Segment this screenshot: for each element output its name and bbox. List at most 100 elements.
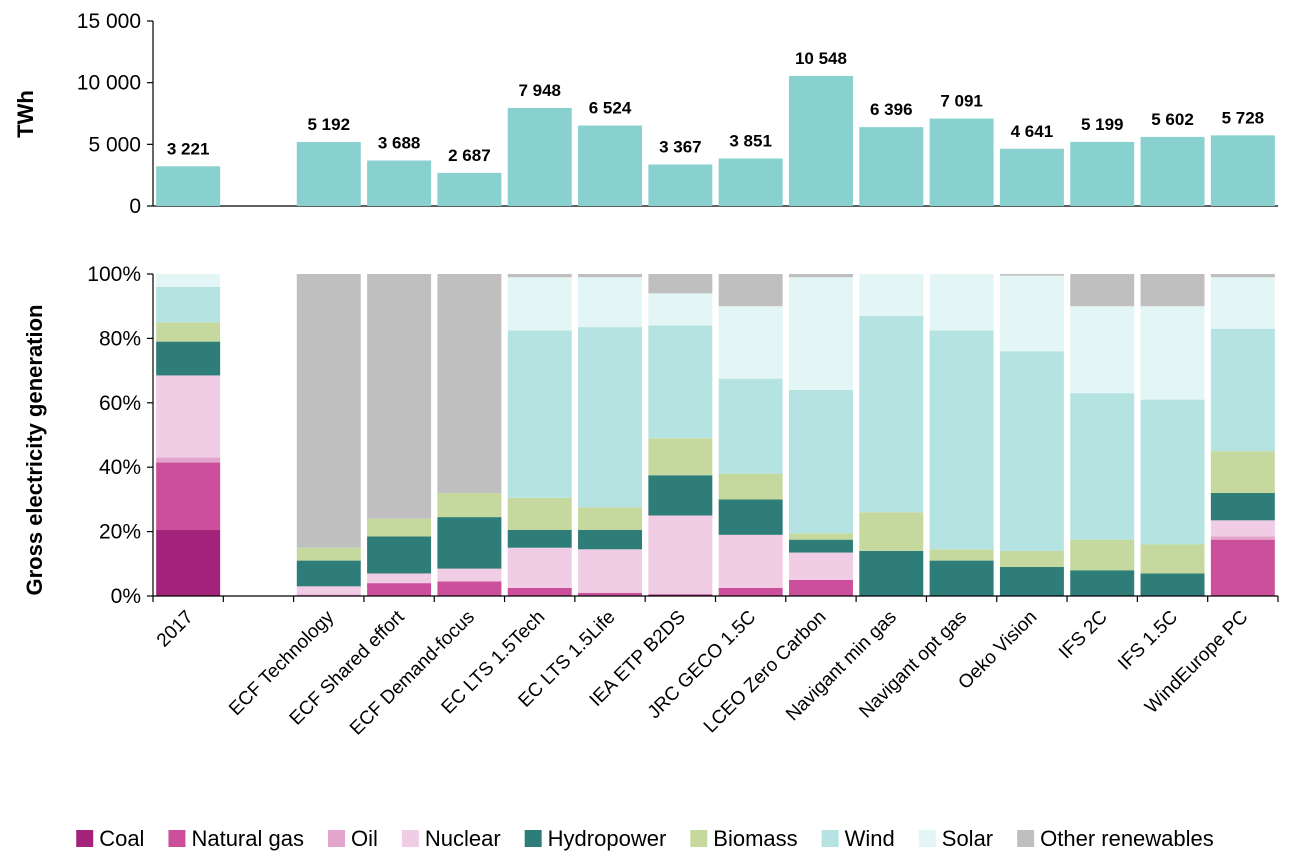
category-label: IFS 1.5C xyxy=(1114,607,1182,675)
total-bar xyxy=(1140,136,1205,206)
legend-label: Coal xyxy=(99,826,144,851)
total-data-label: 2 687 xyxy=(448,146,491,165)
stack-segment-nuclear xyxy=(788,552,853,580)
category-label: IFS 2C xyxy=(1055,607,1112,664)
stack-segment-biomass xyxy=(859,512,924,551)
legend-label: Hydropower xyxy=(548,826,667,851)
total-data-label: 10 548 xyxy=(795,49,847,68)
stack-segment-biomass xyxy=(999,550,1064,568)
stack-segment-wind xyxy=(929,330,994,550)
total-bar xyxy=(788,75,853,207)
legend-label: Other renewables xyxy=(1040,826,1214,851)
stack-segment-other-renewables xyxy=(999,274,1064,276)
stack-segment-nuclear xyxy=(1210,520,1275,537)
stack-segment-natural-gas xyxy=(507,587,572,596)
stack-segment-solar xyxy=(859,274,924,316)
stack-segment-hydropower xyxy=(437,517,502,569)
total-data-label: 4 641 xyxy=(1011,122,1054,141)
bottom-y-tick-label: 20% xyxy=(99,521,141,544)
total-data-label: 6 524 xyxy=(589,99,632,118)
stack-segment-wind xyxy=(1070,393,1135,540)
stack-segment-biomass xyxy=(788,533,853,540)
stack-segment-wind xyxy=(507,330,572,498)
stack-segment-biomass xyxy=(437,492,502,518)
legend-label: Nuclear xyxy=(425,826,501,851)
total-data-label: 5 728 xyxy=(1222,108,1265,127)
legend-swatch xyxy=(821,830,839,847)
stack-segment-oil xyxy=(156,457,221,463)
stack-segment-solar xyxy=(718,306,783,379)
stack-segment-wind xyxy=(648,325,713,439)
total-data-label: 3 851 xyxy=(729,132,772,151)
stack-segment-oil xyxy=(1210,536,1275,540)
stack-segment-other-renewables xyxy=(648,274,713,294)
stack-segment-solar xyxy=(788,277,853,390)
legend-label: Wind xyxy=(845,826,895,851)
stack-segment-wind xyxy=(859,315,924,513)
stack-segment-solar xyxy=(1210,277,1275,329)
stack-segment-oil xyxy=(296,594,361,596)
stack-segment-natural-gas xyxy=(1210,539,1275,596)
stack-segment-solar xyxy=(578,277,643,328)
stack-segment-solar xyxy=(1140,306,1205,400)
category-label: LCEO Zero Carbon xyxy=(700,607,831,738)
legend-swatch xyxy=(76,830,94,847)
stack-segment-natural-gas xyxy=(367,583,432,596)
total-data-label: 7 948 xyxy=(518,81,561,100)
legend: Coal Natural gas Oil Nuclear Hydropower Bioma… xyxy=(76,826,1214,851)
category-label: 2017 xyxy=(153,607,198,652)
stack-segment-natural-gas xyxy=(718,587,783,596)
stack-segment-biomass xyxy=(1210,451,1275,493)
stack-segment-nuclear xyxy=(437,568,502,582)
legend-label: Natural gas xyxy=(191,826,304,851)
stack-segment-other-renewables xyxy=(1070,274,1135,307)
stack-segment-biomass xyxy=(1140,544,1205,574)
legend-label: Oil xyxy=(351,826,378,851)
top-y-tick-label: 10 000 xyxy=(77,72,141,95)
stack-segment-wind xyxy=(999,351,1064,551)
total-bar xyxy=(1210,135,1275,206)
total-data-label: 6 396 xyxy=(870,100,913,119)
stack-segment-hydropower xyxy=(507,529,572,548)
stack-segment-wind xyxy=(788,389,853,534)
legend-swatch xyxy=(524,830,542,847)
category-label: ECF Demand-focus xyxy=(346,607,479,740)
stack-segment-other-renewables xyxy=(1140,274,1205,307)
total-bar xyxy=(437,172,502,206)
legend-swatch xyxy=(918,830,936,847)
stack-segment-nuclear xyxy=(648,515,713,595)
stack-segment-hydropower xyxy=(1210,492,1275,521)
total-bar xyxy=(859,127,924,206)
total-bar xyxy=(367,160,432,206)
stack-segment-solar xyxy=(999,275,1064,352)
total-data-label: 3 367 xyxy=(659,137,702,156)
bottom-y-tick-label: 0% xyxy=(111,585,141,608)
legend-swatch xyxy=(168,830,186,847)
stack-segment-biomass xyxy=(648,438,713,476)
stack-segment-hydropower xyxy=(859,550,924,596)
bottom-y-tick-label: 60% xyxy=(99,392,141,415)
stack-segment-wind xyxy=(156,286,221,323)
stack-segment-solar xyxy=(1070,306,1135,394)
top-panel: TWh 0 5 000 10 000 15 000 3 221 5 192 3 688 2 6… xyxy=(13,10,1278,218)
bottom-y-tick-label: 100% xyxy=(87,263,141,286)
stack-segment-hydropower xyxy=(296,560,361,587)
stack-segment-wind xyxy=(1210,328,1275,452)
top-y-axis-title: TWh xyxy=(13,90,38,138)
stack-segment-wind xyxy=(1140,399,1205,545)
top-y-tick-label: 5 000 xyxy=(88,133,141,156)
stack-segment-other-renewables xyxy=(507,274,572,278)
legend-swatch xyxy=(327,830,345,847)
total-bar xyxy=(648,164,713,206)
stack-segment-nuclear xyxy=(367,573,432,584)
total-bar xyxy=(507,107,572,206)
stack-segment-hydropower xyxy=(999,567,1064,596)
legend-swatch xyxy=(401,830,419,847)
stack-segment-biomass xyxy=(718,473,783,500)
bottom-y-tick-label: 80% xyxy=(99,327,141,350)
stack-segment-solar xyxy=(507,277,572,331)
stack-segment-wind xyxy=(578,327,643,508)
